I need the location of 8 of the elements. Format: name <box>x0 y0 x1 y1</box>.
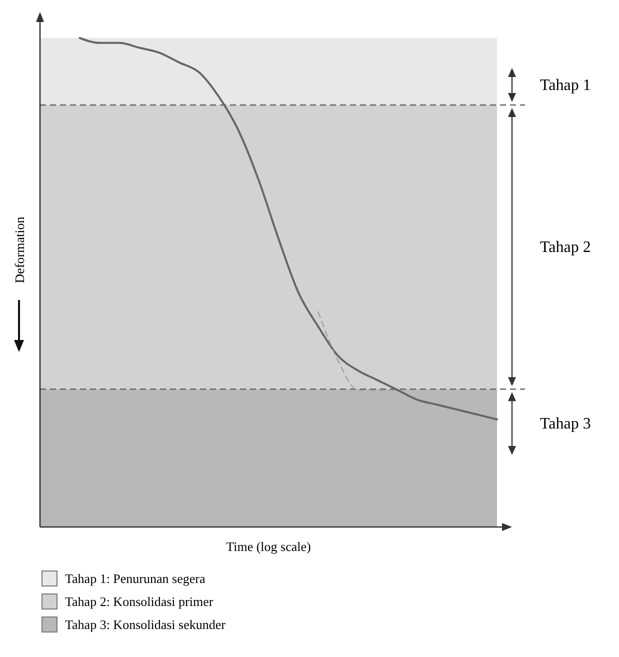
text: Tahap 3: Konsolidasi sekunder <box>65 617 226 632</box>
text: Tahap 2: Konsolidasi primer <box>65 594 214 609</box>
band-label: Tahap 3 <box>540 416 591 433</box>
x-axis-title: Time (log scale) <box>226 539 311 554</box>
band-label: Tahap 2 <box>540 239 591 256</box>
band-label: Tahap 1 <box>540 76 591 94</box>
text: Tahap 1: Penurunan segera <box>65 571 206 586</box>
y-axis-title: Deformation <box>12 216 27 284</box>
